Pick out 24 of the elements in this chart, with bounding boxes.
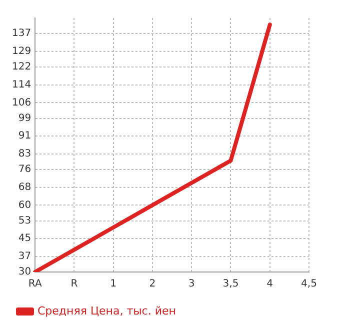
y-tick-label: 37 [18, 250, 32, 262]
y-tick-label: 114 [12, 79, 32, 90]
legend-label: Средняя Цена, тыс. йен [38, 304, 176, 318]
y-tick-label: 91 [18, 130, 32, 142]
y-tick-label: 99 [18, 112, 32, 124]
x-tick-label: 4,5 [301, 278, 317, 290]
y-tick-label: 68 [18, 182, 32, 193]
y-tick-label: 129 [12, 46, 32, 58]
x-tick-label: 4 [266, 278, 274, 290]
x-tick-label: 3,5 [222, 278, 239, 290]
y-tick-label: 30 [18, 266, 32, 278]
y-tick-label: 137 [12, 28, 32, 40]
y-tick-label: 76 [18, 164, 32, 176]
y-tick-label: 122 [12, 62, 32, 73]
y-tick-label: 45 [18, 233, 32, 244]
x-tick-label: R [70, 278, 78, 290]
x-tick-label: RA [28, 278, 42, 290]
y-tick-label: 53 [18, 215, 32, 226]
x-tick-label: 3 [188, 278, 195, 290]
x-tick-label: 2 [149, 278, 156, 290]
y-tick-label: 60 [18, 200, 32, 211]
y-tick-label: 83 [18, 148, 32, 160]
y-tick-label: 106 [12, 97, 32, 108]
x-tick-label: 1 [110, 278, 117, 290]
